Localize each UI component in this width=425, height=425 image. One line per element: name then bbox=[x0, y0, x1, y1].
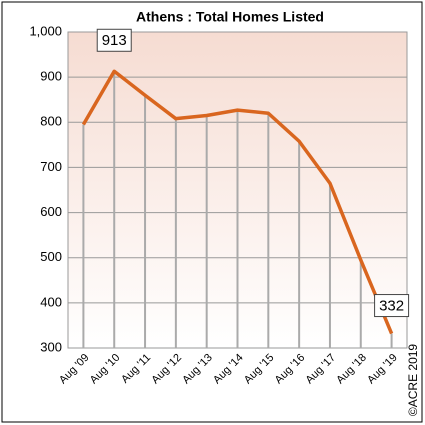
x-tick-label: Aug '11 bbox=[119, 352, 153, 386]
chart-title: Athens : Total Homes Listed bbox=[136, 9, 324, 25]
y-tick-label: 800 bbox=[40, 114, 62, 129]
y-tick-label: 600 bbox=[40, 204, 62, 219]
x-tick-label: Aug '09 bbox=[57, 352, 92, 387]
x-tick-label: Aug '17 bbox=[304, 352, 339, 387]
x-tick-label: Aug '12 bbox=[149, 352, 184, 387]
y-tick-label: 300 bbox=[40, 339, 62, 354]
y-tick-label: 1,000 bbox=[29, 23, 62, 38]
data-label-box bbox=[374, 294, 410, 318]
x-tick-label: Aug '10 bbox=[88, 352, 123, 387]
x-tick-label: Aug '13 bbox=[180, 352, 215, 387]
y-tick-label: 700 bbox=[40, 159, 62, 174]
y-tick-label: 900 bbox=[40, 69, 62, 84]
series-line bbox=[81, 69, 394, 335]
x-tick-label: Aug '14 bbox=[211, 352, 246, 387]
x-tick-label: Aug '16 bbox=[273, 352, 308, 387]
x-tick-label: Aug '19 bbox=[365, 352, 400, 387]
y-tick-label: 500 bbox=[40, 249, 62, 264]
data-label: 913 bbox=[102, 32, 127, 49]
watermark: ©ACRE 2019 bbox=[406, 344, 420, 417]
x-tick-label: Aug '18 bbox=[334, 352, 369, 387]
x-tick-label: Aug '15 bbox=[242, 352, 277, 387]
data-label-box bbox=[96, 28, 132, 52]
y-tick-label: 400 bbox=[40, 294, 62, 309]
data-label: 332 bbox=[379, 298, 404, 315]
